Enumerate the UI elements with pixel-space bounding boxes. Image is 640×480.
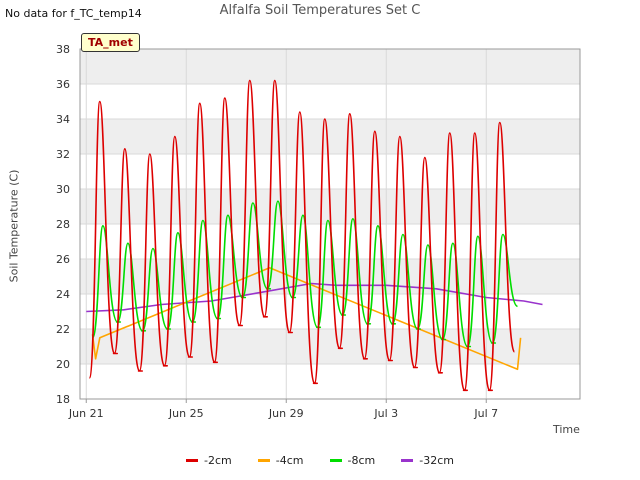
x-axis-ticks: Jun 21 Jun 25 Jun 29 Jul 3 Jul 7 — [68, 399, 498, 420]
legend-swatch-32cm — [401, 459, 414, 462]
y-tick-label: 24 — [56, 288, 70, 301]
legend-label-8cm: -8cm — [347, 454, 376, 467]
y-axis-label: Soil Temperature (C) — [7, 169, 21, 283]
no-data-note: No data for f_TC_temp14 — [5, 7, 142, 20]
legend-label-4cm: -4cm — [275, 454, 304, 467]
legend-label-2cm: -2cm — [204, 454, 232, 467]
legend-swatch-2cm — [186, 459, 199, 462]
series-line-2cm — [88, 79, 516, 392]
legend-label-32cm: -32cm — [419, 454, 454, 467]
x-axis-label: Time — [553, 423, 580, 436]
y-tick-label: 28 — [56, 218, 70, 231]
x-tick-label: Jul 7 — [473, 407, 498, 420]
data-series — [86, 79, 543, 392]
station-badge[interactable]: TA_met — [81, 33, 140, 52]
y-tick-label: 20 — [56, 358, 70, 371]
x-tick-label: Jun 21 — [68, 407, 104, 420]
y-tick-label: 30 — [56, 183, 70, 196]
y-tick-label: 36 — [56, 78, 70, 91]
plot-band — [80, 329, 580, 364]
series-line-4cm — [91, 266, 522, 371]
x-tick-label: Jul 3 — [373, 407, 398, 420]
chart-title: Alfalfa Soil Temperatures Set C — [219, 3, 421, 18]
plot-band — [80, 259, 580, 294]
axes — [79, 48, 581, 400]
y-tick-label: 32 — [56, 148, 70, 161]
plot-band — [80, 49, 580, 84]
y-tick-label: 34 — [56, 113, 70, 126]
legend: -2cm -4cm -8cm -32cm — [0, 454, 640, 467]
legend-swatch-8cm — [329, 459, 342, 462]
y-tick-label: 26 — [56, 253, 70, 266]
series-line-32cm — [86, 282, 543, 313]
legend-item-4cm[interactable]: -4cm — [257, 454, 304, 467]
legend-item-2cm[interactable]: -2cm — [186, 454, 232, 467]
legend-item-32cm[interactable]: -32cm — [401, 454, 454, 467]
x-tick-label: Jun 29 — [268, 407, 304, 420]
plot-band — [80, 119, 580, 154]
legend-swatch-4cm — [257, 459, 270, 462]
y-axis-ticks: 18 20 22 24 26 28 30 32 34 36 38 — [56, 43, 70, 406]
legend-item-8cm[interactable]: -8cm — [329, 454, 376, 467]
series-line-8cm — [91, 200, 519, 348]
y-tick-label: 18 — [56, 393, 70, 406]
x-tick-label: Jun 25 — [168, 407, 204, 420]
y-tick-label: 22 — [56, 323, 70, 336]
plot-frame — [79, 48, 581, 400]
y-tick-label: 38 — [56, 43, 70, 56]
